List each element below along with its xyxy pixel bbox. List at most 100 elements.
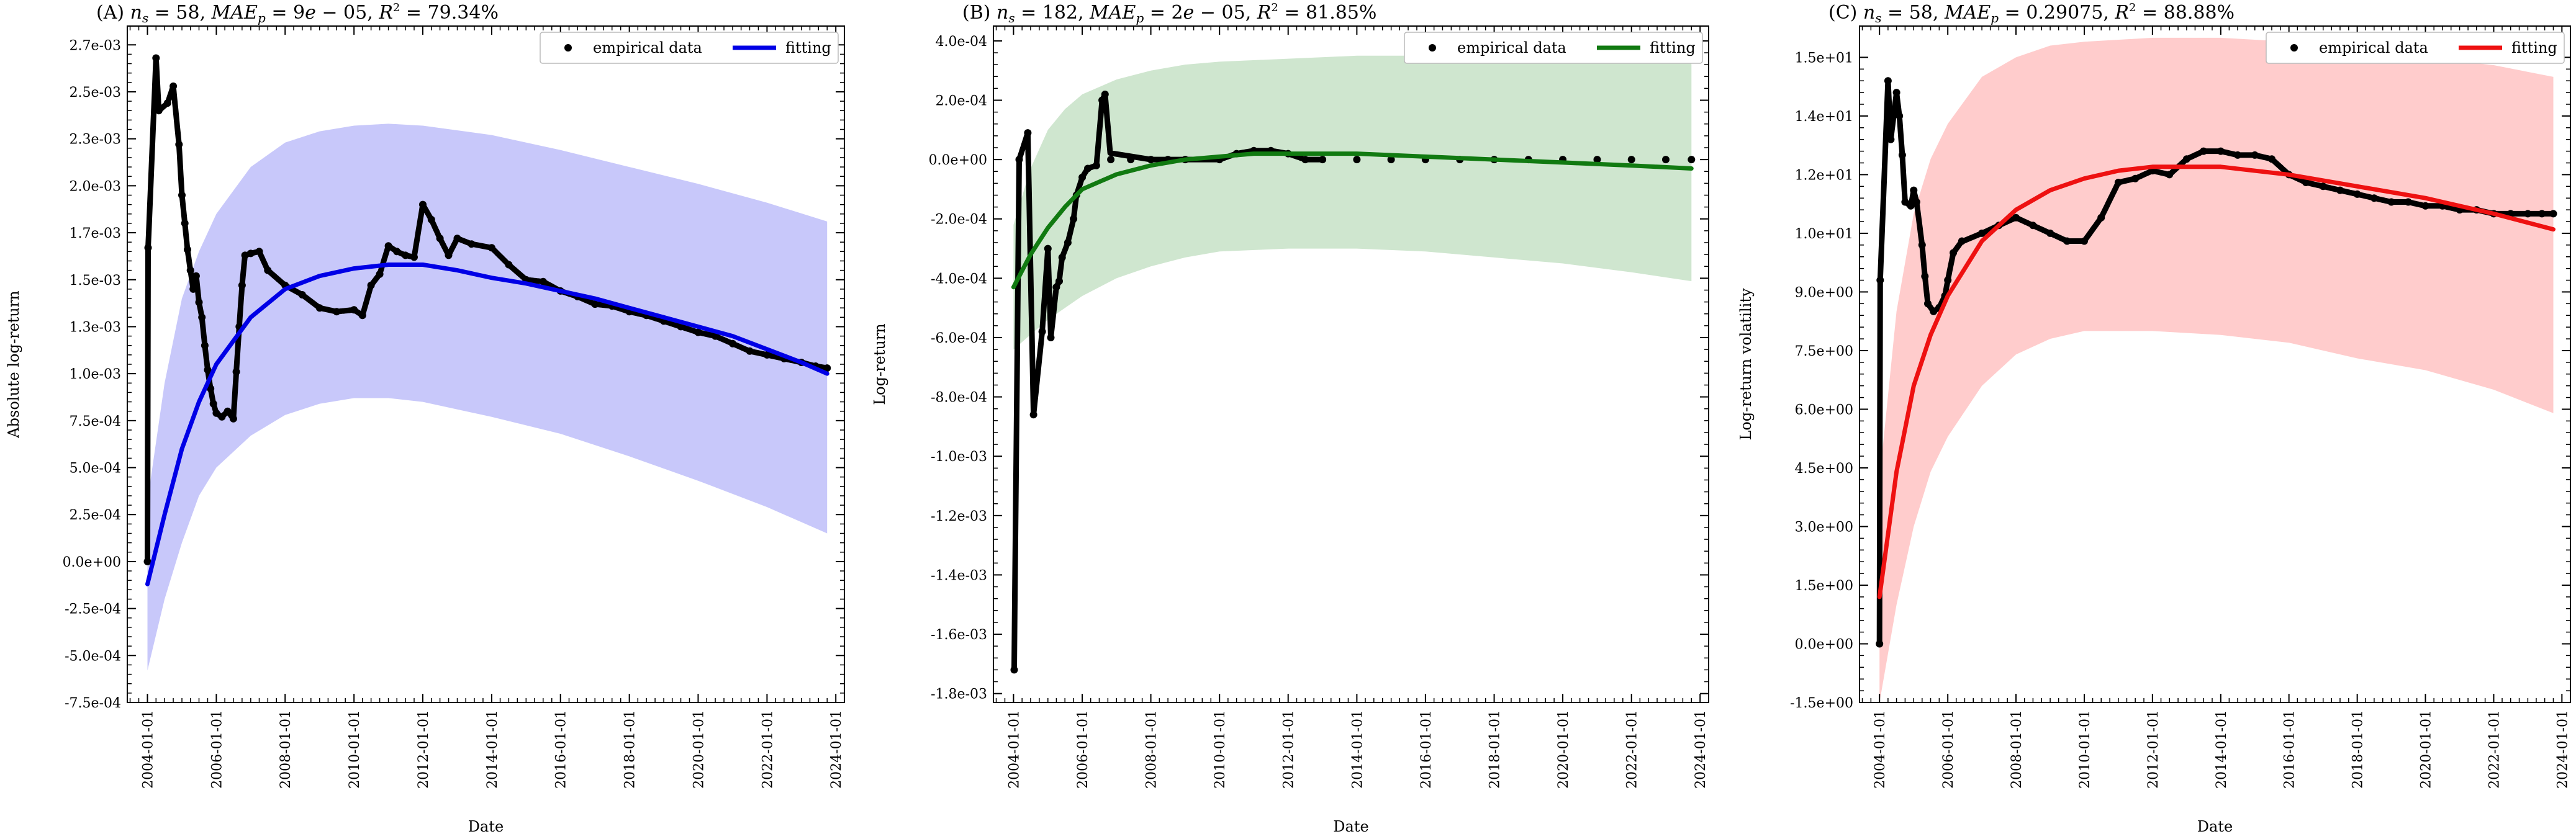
x-tick-label: 2012-01-01	[2146, 710, 2161, 789]
empirical-data-point	[2217, 147, 2225, 155]
empirical-data-point	[1910, 186, 1918, 194]
empirical-data-point	[384, 242, 392, 250]
empirical-data-point	[212, 409, 220, 417]
empirical-data-point	[207, 385, 215, 393]
empirical-data-point	[238, 281, 246, 289]
empirical-data-point	[2353, 190, 2361, 198]
empirical-data-point	[163, 99, 171, 107]
x-tick-label: 2014-01-01	[1350, 710, 1365, 789]
panel-b: -1.8e-03 -1.6e-03 -1.4e-03 -1.2e-03 -1.0e-03…	[871, 1, 1709, 835]
empirical-data-point	[1047, 334, 1055, 341]
empirical-data-point	[1958, 237, 1966, 245]
fitting-line	[1877, 164, 2556, 599]
y-tick-label: 2.5e-03	[70, 85, 121, 101]
x-tick-label: 2022-01-01	[1625, 710, 1640, 789]
empirical-data-point	[367, 281, 375, 289]
empirical-data-point	[2524, 210, 2532, 218]
empirical-data-point	[192, 272, 200, 280]
empirical-data-point	[2302, 179, 2310, 186]
y-tick-label: 9.0e+00	[1795, 285, 1853, 300]
empirical-data-point	[2336, 186, 2344, 194]
x-tick-label: 2018-01-01	[2351, 710, 2366, 789]
empirical-data-point	[1010, 666, 1018, 674]
y-tick-label: -1.5e+00	[1790, 696, 1853, 711]
empirical-data-point	[152, 54, 160, 62]
x-tick-label: 2012-01-01	[416, 710, 432, 789]
y-tick-label: 3.0e+00	[1795, 519, 1853, 535]
empirical-data-point	[1038, 328, 1046, 336]
x-tick-label: 2008-01-01	[278, 710, 294, 789]
empirical-data-point	[1876, 276, 1884, 284]
x-tick-label: 2018-01-01	[1488, 710, 1503, 789]
empirical-data-point	[2268, 155, 2275, 163]
y-tick-label: -4.0e-04	[931, 271, 987, 287]
x-tick-label: 2004-01-01	[1006, 710, 1022, 789]
y-tick-label: -8.0e-04	[931, 390, 987, 406]
x-axis-label: Date	[2197, 818, 2233, 835]
y-tick-label: -7.5e-04	[65, 696, 121, 711]
empirical-data-point	[189, 285, 197, 293]
x-tick-label: 2020-01-01	[2418, 710, 2434, 789]
empirical-data-point	[1930, 307, 1938, 315]
empirical-data-point	[1944, 276, 1952, 284]
empirical-data-point	[204, 366, 212, 374]
x-tick-label: 2014-01-01	[485, 710, 500, 789]
legend-label-fitting: fitting	[1650, 39, 1696, 56]
empirical-data-point	[2538, 210, 2546, 218]
legend-marker-empirical	[564, 44, 572, 52]
empirical-data-point	[229, 415, 237, 423]
empirical-data-point	[1353, 156, 1361, 164]
empirical-data-point	[1921, 272, 1929, 280]
empirical-data-point	[155, 107, 163, 115]
empirical-data-point	[224, 407, 232, 415]
empirical-data-point	[218, 413, 226, 421]
empirical-data-point	[1301, 156, 1309, 164]
panel-c: -1.5e+00 0.0e+00 1.5e+00 3.0e+00 4.5e+00 6.0e…	[1737, 1, 2571, 835]
x-tick-label: 2010-01-01	[2077, 710, 2093, 789]
y-tick-label: 1.2e+01	[1795, 168, 1853, 183]
empirical-data-point	[1918, 241, 1926, 249]
legend-marker-empirical	[2290, 44, 2298, 52]
empirical-data-point	[1084, 164, 1091, 173]
y-tick-label: 1.4e+01	[1795, 109, 1853, 125]
y-tick-label: -2.5e-04	[65, 602, 121, 617]
empirical-data-point	[1901, 198, 1909, 206]
empirical-data-point	[1950, 249, 1958, 257]
y-tick-label: 2.0e-03	[70, 179, 121, 194]
empirical-data-point	[186, 266, 194, 274]
empirical-data-point	[181, 219, 189, 227]
y-tick-label: 1.5e-03	[70, 273, 121, 289]
x-tick-label: 2016-01-01	[1419, 710, 1434, 789]
y-axis-label: Log-return	[871, 323, 888, 405]
x-tick-label: 2022-01-01	[760, 710, 775, 789]
x-tick-label: 2020-01-01	[691, 710, 707, 789]
panel-title: (A) ns = 58, MAEp = 9e − 05, R2 = 79.34%	[96, 1, 499, 25]
empirical-data-point	[1912, 198, 1920, 206]
empirical-data-point	[198, 313, 206, 321]
x-axis-label: Date	[1333, 818, 1368, 835]
empirical-data-point	[1876, 640, 1884, 648]
panel-title: (C) ns = 58, MAEp = 0.29075, R2 = 88.88%	[1828, 1, 2235, 25]
empirical-data-point	[255, 248, 263, 256]
axes-frame	[993, 25, 1709, 703]
legend-box	[2266, 32, 2565, 64]
y-tick-label: -1.4e-03	[931, 568, 987, 583]
empirical-data-point	[746, 347, 754, 355]
empirical-data-point	[143, 557, 151, 565]
plot-area	[1010, 55, 1696, 674]
empirical-data-point	[2046, 229, 2054, 237]
x-tick-label: 2024-01-01	[2555, 710, 2570, 789]
x-tick-label: 2008-01-01	[2009, 710, 2025, 789]
legend-label-fitting: fitting	[2511, 39, 2557, 56]
empirical-data-point	[1887, 135, 1895, 143]
y-tick-label: 1.7e-03	[70, 226, 121, 241]
empirical-data-point	[184, 246, 191, 254]
x-tick-label: 2016-01-01	[554, 710, 569, 789]
legend-box	[540, 32, 839, 64]
empirical-data-point	[376, 270, 384, 278]
y-tick-label: 6.0e+00	[1795, 402, 1853, 418]
x-tick-label: 2022-01-01	[2487, 710, 2502, 789]
empirical-data-point	[1078, 173, 1087, 181]
y-tick-label: 7.5e+00	[1795, 344, 1853, 359]
x-tick-label: 2006-01-01	[1941, 710, 1956, 789]
